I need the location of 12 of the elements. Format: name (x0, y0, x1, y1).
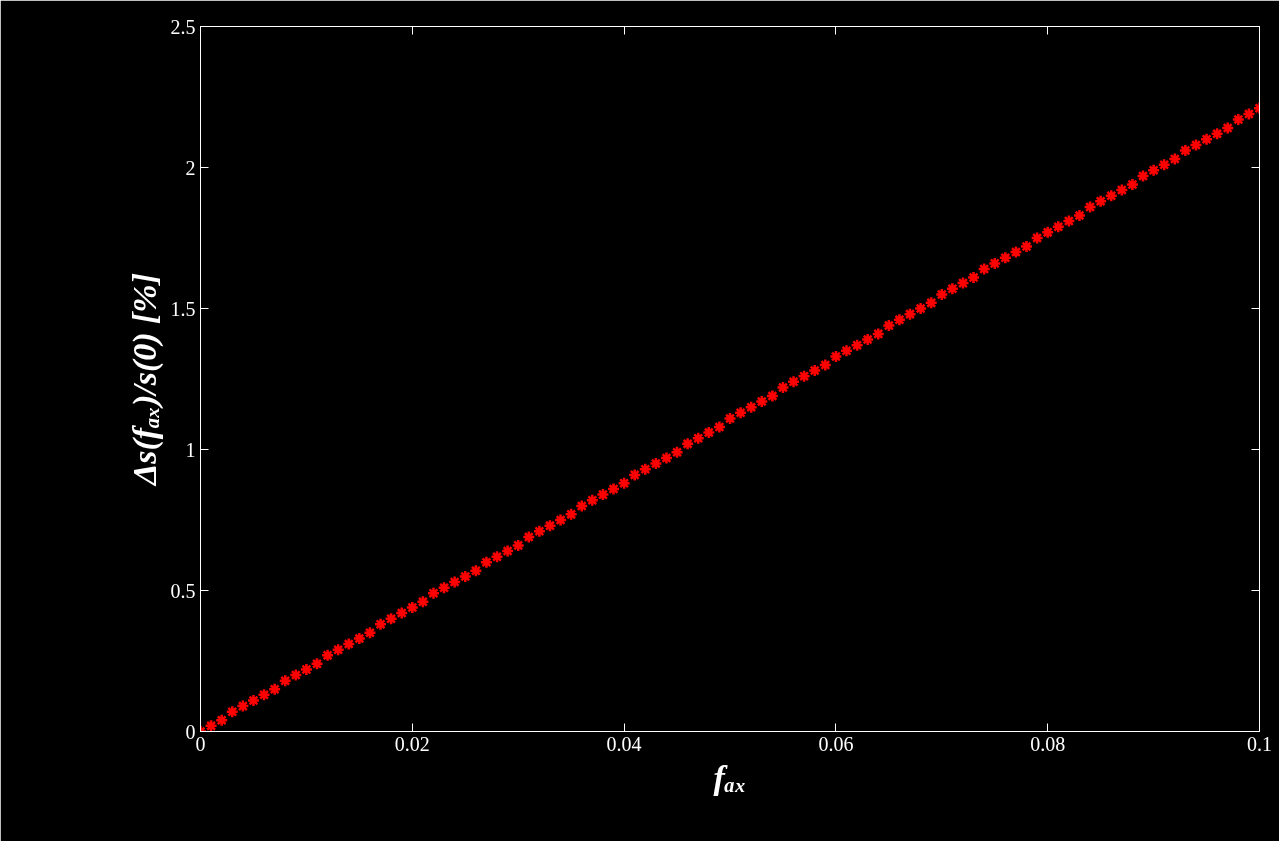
x-axis-title: fₐₓ (713, 758, 747, 796)
y-axis-title: Δs(fₐₓ)/s(0) [%] (125, 272, 164, 488)
y-tick-label: 2 (185, 156, 196, 179)
y-tick-label: 1 (185, 438, 196, 461)
x-tick-label: 0.04 (606, 732, 642, 755)
x-tick-label: 0.02 (394, 732, 430, 755)
y-tick-label: 1.5 (170, 297, 196, 320)
x-tick-label: 0.08 (1030, 732, 1066, 755)
y-tick-label: 0.5 (170, 579, 196, 602)
x-tick-label: 0.1 (1247, 732, 1272, 755)
y-tick-label: 2.5 (170, 15, 196, 38)
x-tick-label: 0.06 (818, 732, 854, 755)
